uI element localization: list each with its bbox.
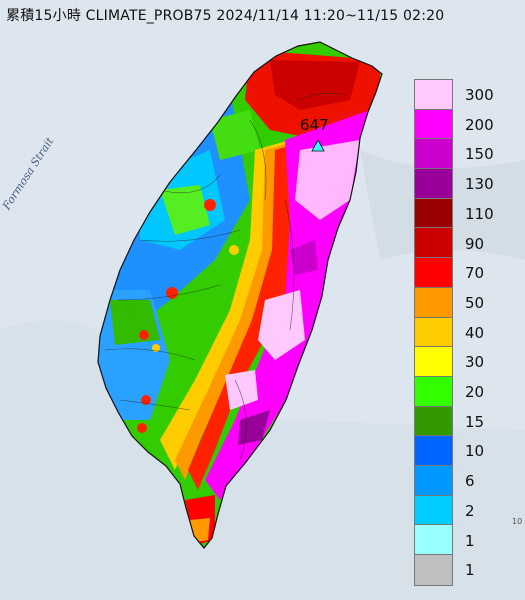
legend-label: 1 (465, 531, 475, 550)
legend-swatch (415, 376, 452, 407)
legend-swatch (415, 317, 452, 348)
legend-swatch (415, 109, 452, 140)
legend-swatch (415, 525, 452, 555)
legend-label: 50 (465, 293, 485, 312)
legend-label: 10 (465, 442, 485, 461)
legend-label: 6 (465, 472, 475, 491)
legend-swatch (415, 495, 452, 526)
legend-label: 150 (465, 145, 494, 164)
map-title: 累積15小時 CLIMATE_PROB75 2024/11/14 11:20~1… (6, 8, 445, 24)
legend-swatch (415, 139, 452, 170)
legend-swatch (415, 287, 452, 318)
legend-label: 200 (465, 115, 494, 134)
legend-swatch (415, 436, 452, 466)
legend-swatch (415, 198, 452, 229)
legend-label: 30 (465, 353, 485, 372)
legend-label: 15 (465, 412, 485, 431)
legend-label: 130 (465, 175, 494, 194)
legend-swatch (415, 169, 452, 199)
legend-label: 40 (465, 323, 485, 342)
legend-swatch (415, 347, 452, 377)
legend-swatch (415, 465, 452, 496)
max-rainfall-value: 647 (300, 116, 329, 134)
legend-label: 20 (465, 383, 485, 401)
legend-swatch (415, 406, 452, 437)
legend-label: 70 (465, 264, 485, 283)
legend-swatch (415, 258, 452, 288)
legend-colorbar (414, 79, 453, 586)
legend-label: 2 (465, 501, 475, 520)
legend-label: 1 (465, 561, 475, 580)
legend-label: 90 (465, 234, 485, 253)
legend-swatch (415, 80, 452, 110)
legend-swatch (415, 555, 452, 585)
max-rainfall-marker-icon (311, 139, 325, 152)
corner-mark: 10 (512, 517, 523, 526)
legend-swatch (415, 228, 452, 259)
legend-label: 110 (465, 204, 494, 223)
legend-label: 300 (465, 86, 494, 104)
